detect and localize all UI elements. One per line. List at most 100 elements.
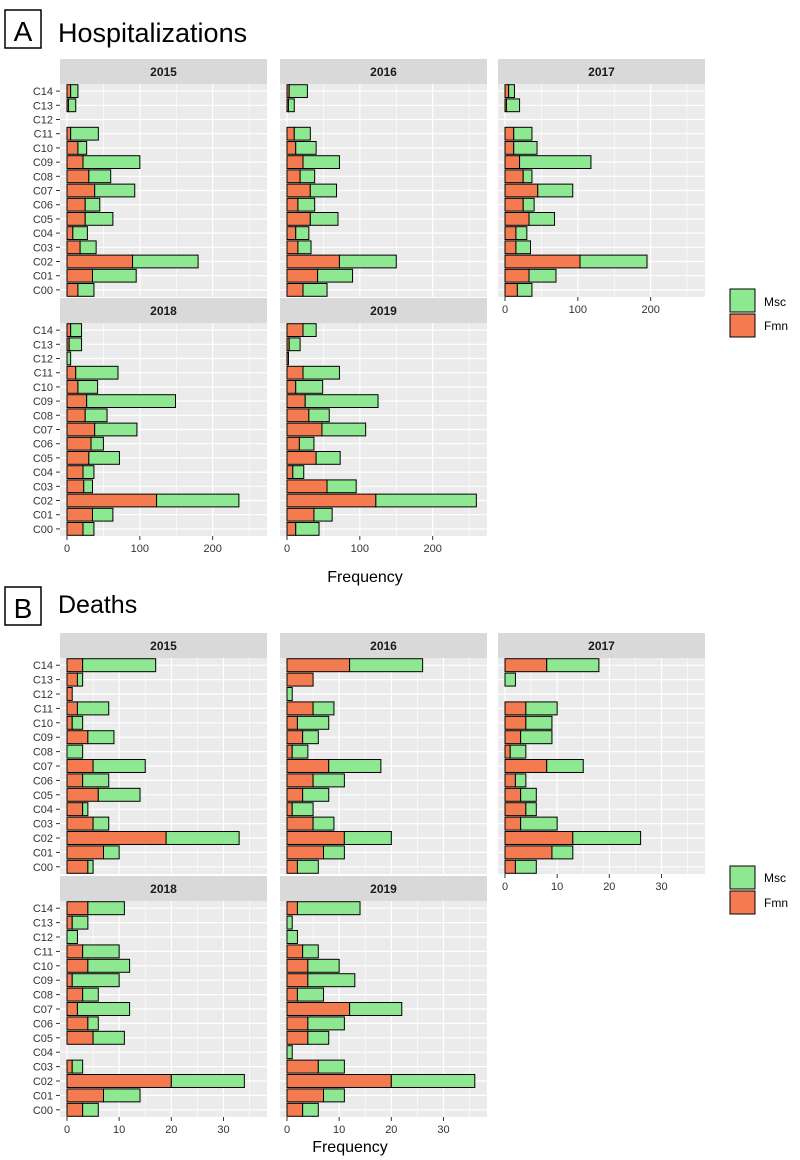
bar-msc-C01 (103, 845, 120, 860)
x-tick-label: 30 (655, 881, 667, 893)
facet-a-2019: 2019 0 100 200 (280, 298, 487, 555)
bar-msc-C09 (519, 155, 592, 169)
bar-msc-C13 (71, 915, 89, 930)
bar-msc-C03 (71, 1059, 84, 1074)
bar-msc-C00 (516, 283, 533, 297)
y-tick-label: C07 (33, 1004, 53, 1016)
bar-fmn-C14 (66, 84, 72, 98)
bar-msc-C02 (375, 493, 477, 508)
y-tick-label: C03 (33, 1062, 53, 1074)
facet-strip (280, 633, 487, 658)
bar-fmn-C11 (66, 701, 78, 716)
bar-fmn-C06 (286, 436, 300, 451)
bar-msc-C07 (349, 1002, 403, 1016)
bar-msc-C07 (537, 183, 574, 198)
facet-strip (498, 59, 705, 84)
bar-fmn-C10 (286, 715, 298, 730)
bar-fmn-C02 (66, 254, 134, 269)
bar-fmn-C10 (504, 715, 527, 730)
legend-msc-label: Msc (764, 295, 786, 309)
bar-fmn-C10 (286, 958, 309, 973)
bar-fmn-C04 (66, 802, 84, 817)
bar-msc-C03 (312, 816, 335, 831)
y-tick-label: C08 (33, 171, 53, 183)
x-tick-label: 20 (603, 881, 615, 893)
bar-msc-C04 (525, 802, 537, 817)
x-tick-label: 100 (351, 543, 369, 555)
bar-msc-C13 (76, 672, 84, 687)
bar-msc-C11 (302, 944, 319, 959)
bar-msc-C00 (87, 859, 94, 874)
y-tick-label: C13 (33, 675, 53, 687)
bar-fmn-C09 (504, 155, 521, 169)
bar-fmn-C07 (66, 759, 94, 773)
bar-msc-C03 (515, 240, 531, 255)
bar-msc-C11 (70, 126, 99, 141)
bar-fmn-C07 (504, 183, 539, 198)
bar-msc-C11 (76, 701, 110, 716)
bar-msc-C11 (525, 701, 558, 716)
bar-fmn-C07 (286, 1002, 351, 1016)
bar-msc-C11 (312, 701, 335, 716)
bar-fmn-C14 (66, 901, 89, 916)
bar-fmn-C11 (286, 701, 314, 716)
bar-msc-C13 (505, 98, 521, 113)
bar-msc-C03 (79, 240, 97, 255)
panel-b-letter: B (14, 593, 33, 624)
facet-b-2015: 2015 C00 C01 C02 C03 C04 C05 C06 C07 C08 C09 C10 C11… (33, 633, 267, 874)
facet-b-2016: 2016 (280, 633, 487, 874)
bar-msc-C06 (84, 197, 101, 212)
legend-fmn-swatch (729, 313, 756, 338)
facet-strip (280, 59, 487, 84)
bar-msc-C02 (156, 493, 240, 508)
bar-fmn-C05 (66, 1030, 94, 1045)
bar-fmn-C01 (504, 845, 553, 860)
bar-fmn-C10 (286, 141, 297, 155)
bar-fmn-C01 (286, 1088, 325, 1103)
bar-msc-C04 (292, 465, 305, 479)
y-tick-label: C01 (33, 271, 53, 283)
bar-fmn-C06 (66, 436, 92, 451)
y-tick-label: C00 (33, 862, 53, 874)
bar-fmn-C08 (66, 987, 84, 1002)
bar-msc-C04 (82, 802, 89, 817)
y-tick-label: C05 (33, 790, 53, 802)
y-tick-label: C14 (33, 903, 53, 915)
bar-msc-C14 (349, 658, 424, 673)
facet-strip (498, 633, 705, 658)
bar-msc-C08 (88, 169, 112, 184)
bar-fmn-C03 (66, 1059, 73, 1074)
bar-fmn-C09 (286, 394, 306, 408)
bar-fmn-C10 (66, 380, 79, 394)
bar-msc-C09 (520, 730, 553, 745)
facet-strip (280, 876, 487, 901)
bar-msc-C14 (70, 323, 83, 337)
bar-fmn-C03 (286, 816, 314, 831)
bar-msc-C01 (317, 268, 354, 283)
panel-b-legend: Msc Fmn (729, 865, 788, 915)
x-tick-label: 10 (333, 1124, 345, 1136)
y-tick-label: C13 (33, 918, 53, 930)
bar-fmn-C14 (504, 658, 548, 673)
bar-fmn-C09 (66, 394, 88, 408)
y-tick-label: C11 (34, 368, 53, 380)
bar-fmn-C08 (504, 169, 524, 184)
bar-fmn-C04 (504, 802, 527, 817)
bar-msc-C11 (82, 944, 120, 959)
bar-msc-C12 (66, 930, 78, 944)
bar-msc-C04 (72, 226, 88, 240)
bar-msc-C04 (515, 226, 528, 240)
y-tick-label: C04 (33, 228, 53, 240)
bar-msc-C08 (296, 987, 325, 1002)
bar-msc-C01 (528, 268, 557, 283)
bar-msc-C10 (87, 958, 131, 973)
bar-msc-C01 (323, 845, 345, 860)
bar-fmn-C08 (66, 169, 90, 184)
bar-msc-C09 (87, 730, 115, 745)
bar-msc-C01 (103, 1088, 141, 1103)
bar-msc-C11 (513, 126, 533, 141)
bar-msc-C06 (312, 773, 345, 788)
y-tick-label: C14 (33, 325, 53, 337)
bar-msc-C00 (82, 522, 95, 536)
bar-fmn-C00 (504, 283, 518, 297)
